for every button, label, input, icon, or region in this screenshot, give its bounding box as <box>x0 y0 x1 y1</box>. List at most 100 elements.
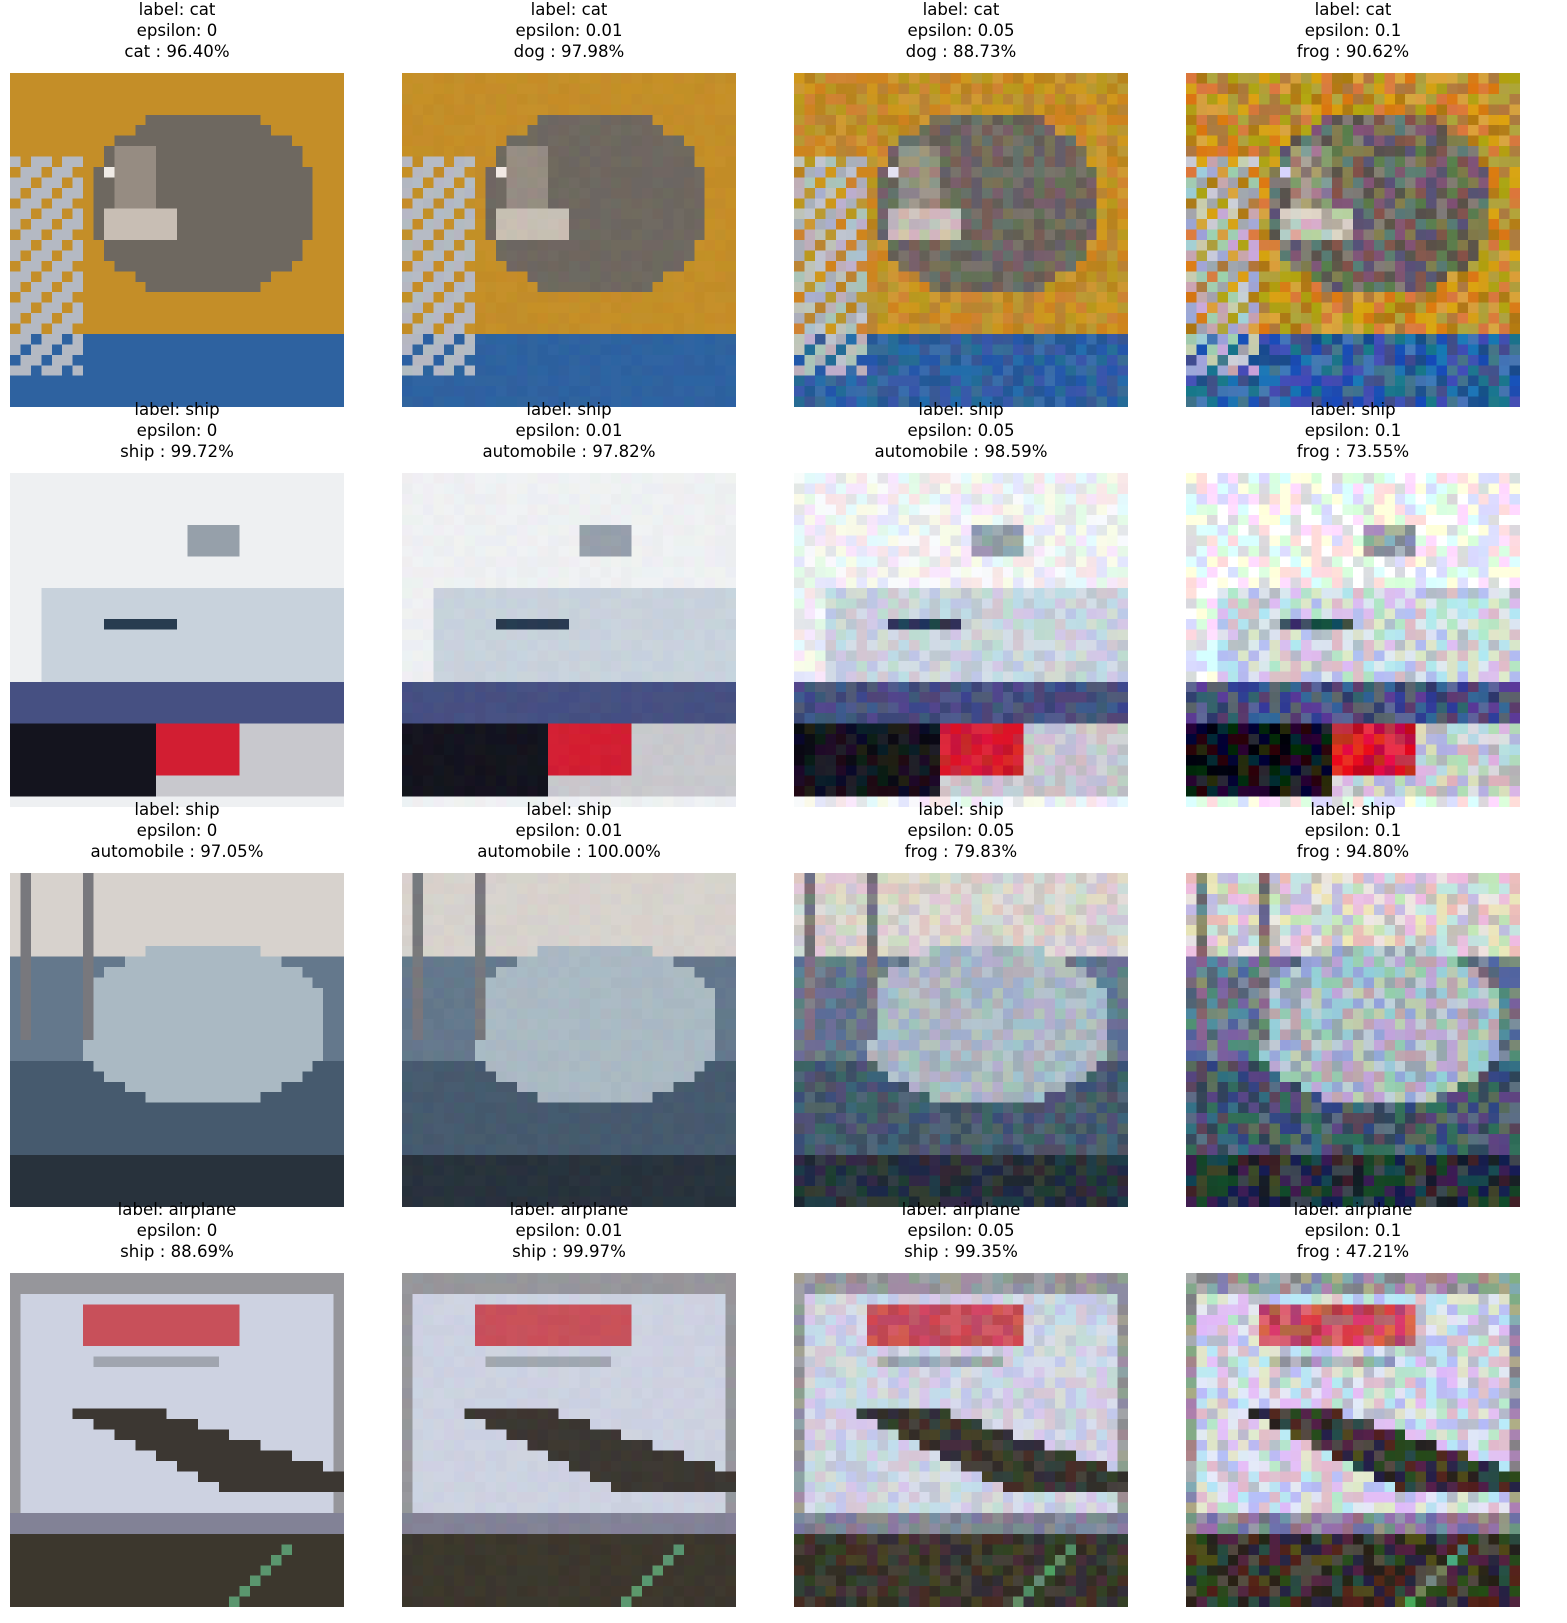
panel-epsilon-text: epsilon: 0.05 <box>907 1220 1015 1240</box>
panel-prediction-text: frog : 94.80% <box>1296 841 1410 861</box>
panel-prediction-text: ship : 99.72% <box>120 441 234 461</box>
image-frame <box>402 73 736 407</box>
image-frame <box>1186 1273 1520 1607</box>
image-panel: label: ship epsilon: 0.05 frog : 79.83% <box>794 800 1128 1207</box>
panel-epsilon-text: epsilon: 0.01 <box>515 20 623 40</box>
panel-label-text: label: ship <box>526 400 612 419</box>
image-panel: label: ship epsilon: 0.1 frog : 73.55% <box>1186 400 1520 807</box>
panel-prediction-text: dog : 88.73% <box>905 41 1017 61</box>
cifar-image <box>794 473 1128 807</box>
panel-label-text: label: cat <box>138 0 216 19</box>
panel-title: label: airplane epsilon: 0.1 frog : 47.21% <box>1186 1200 1520 1270</box>
panel-epsilon-text: epsilon: 0.1 <box>1304 1220 1402 1240</box>
panel-epsilon-text: epsilon: 0 <box>136 20 218 40</box>
cifar-image <box>402 1273 736 1607</box>
cifar-image <box>794 73 1128 407</box>
image-panel: label: cat epsilon: 0.1 frog : 90.62% <box>1186 0 1520 407</box>
panel-prediction-text: ship : 99.97% <box>512 1241 626 1261</box>
image-frame <box>10 473 344 807</box>
panel-title: label: airplane epsilon: 0.01 ship : 99.97… <box>402 1200 736 1270</box>
panel-prediction-text: frog : 73.55% <box>1296 441 1410 461</box>
panel-label-text: label: airplane <box>901 1200 1021 1219</box>
panel-label-text: label: airplane <box>509 1200 629 1219</box>
panel-epsilon-text: epsilon: 0.01 <box>515 1220 623 1240</box>
panel-prediction-text: automobile : 98.59% <box>874 441 1048 461</box>
panel-epsilon-text: epsilon: 0.1 <box>1304 20 1402 40</box>
panel-prediction-text: frog : 90.62% <box>1296 41 1410 61</box>
panel-label-text: label: ship <box>918 400 1004 419</box>
image-panel: label: airplane epsilon: 0.1 frog : 47.21% <box>1186 1200 1520 1607</box>
panel-title: label: ship epsilon: 0.05 automobile : 98.… <box>794 400 1128 470</box>
image-frame <box>1186 873 1520 1207</box>
panel-prediction-text: frog : 79.83% <box>904 841 1018 861</box>
panel-prediction-text: frog : 47.21% <box>1296 1241 1410 1261</box>
image-panel: label: ship epsilon: 0.01 automobile : 100… <box>402 800 736 1207</box>
panel-title: label: ship epsilon: 0.01 automobile : 100… <box>402 800 736 870</box>
cifar-image <box>1186 1273 1520 1607</box>
image-panel: label: ship epsilon: 0 automobile : 97.05% <box>10 800 344 1207</box>
image-frame <box>402 473 736 807</box>
image-frame <box>794 873 1128 1207</box>
image-panel: label: airplane epsilon: 0 ship : 88.69% <box>10 1200 344 1607</box>
panel-epsilon-text: epsilon: 0.05 <box>907 820 1015 840</box>
panel-label-text: label: ship <box>526 800 612 819</box>
panel-label-text: label: ship <box>1310 800 1396 819</box>
panel-epsilon-text: epsilon: 0.05 <box>907 20 1015 40</box>
panel-title: label: ship epsilon: 0 ship : 99.72% <box>10 400 344 470</box>
panel-title: label: ship epsilon: 0.1 frog : 94.80% <box>1186 800 1520 870</box>
cifar-image <box>402 73 736 407</box>
panel-epsilon-text: epsilon: 0.01 <box>515 420 623 440</box>
image-frame <box>794 1273 1128 1607</box>
cifar-image <box>402 873 736 1207</box>
image-panel: label: ship epsilon: 0.01 automobile : 97.… <box>402 400 736 807</box>
panel-title: label: cat epsilon: 0.05 dog : 88.73% <box>794 0 1128 70</box>
panel-title: label: ship epsilon: 0.1 frog : 73.55% <box>1186 400 1520 470</box>
panel-prediction-text: dog : 97.98% <box>513 41 625 61</box>
image-frame <box>1186 73 1520 407</box>
panel-prediction-text: ship : 99.35% <box>904 1241 1018 1261</box>
cifar-image <box>402 473 736 807</box>
panel-epsilon-text: epsilon: 0 <box>136 820 218 840</box>
image-panel: label: ship epsilon: 0 ship : 99.72% <box>10 400 344 807</box>
panel-label-text: label: cat <box>1314 0 1392 19</box>
panel-epsilon-text: epsilon: 0.05 <box>907 420 1015 440</box>
panel-title: label: ship epsilon: 0.01 automobile : 97.… <box>402 400 736 470</box>
panel-epsilon-text: epsilon: 0.01 <box>515 820 623 840</box>
panel-title: label: ship epsilon: 0 automobile : 97.05% <box>10 800 344 870</box>
panel-title: label: cat epsilon: 0.01 dog : 97.98% <box>402 0 736 70</box>
panel-label-text: label: airplane <box>117 1200 237 1219</box>
panel-epsilon-text: epsilon: 0 <box>136 420 218 440</box>
panel-prediction-text: automobile : 97.05% <box>90 841 264 861</box>
panel-label-text: label: airplane <box>1293 1200 1413 1219</box>
cifar-image <box>1186 473 1520 807</box>
panel-label-text: label: ship <box>1310 400 1396 419</box>
image-panel: label: cat epsilon: 0 cat : 96.40% <box>10 0 344 407</box>
panel-label-text: label: ship <box>134 400 220 419</box>
panel-label-text: label: cat <box>530 0 608 19</box>
panel-label-text: label: ship <box>134 800 220 819</box>
panel-title: label: cat epsilon: 0.1 frog : 90.62% <box>1186 0 1520 70</box>
image-frame <box>10 73 344 407</box>
panel-title: label: airplane epsilon: 0.05 ship : 99.35… <box>794 1200 1128 1270</box>
panel-title: label: cat epsilon: 0 cat : 96.40% <box>10 0 344 70</box>
image-panel: label: airplane epsilon: 0.05 ship : 99.35… <box>794 1200 1128 1607</box>
panel-title: label: ship epsilon: 0.05 frog : 79.83% <box>794 800 1128 870</box>
panel-epsilon-text: epsilon: 0 <box>136 1220 218 1240</box>
cifar-image <box>10 73 344 407</box>
image-panel: label: airplane epsilon: 0.01 ship : 99.97… <box>402 1200 736 1607</box>
image-frame <box>10 1273 344 1607</box>
image-frame <box>794 473 1128 807</box>
image-panel: label: cat epsilon: 0.01 dog : 97.98% <box>402 0 736 407</box>
panel-prediction-text: cat : 96.40% <box>124 41 230 61</box>
image-frame <box>10 873 344 1207</box>
cifar-image <box>1186 873 1520 1207</box>
cifar-image <box>10 1273 344 1607</box>
panel-title: label: airplane epsilon: 0 ship : 88.69% <box>10 1200 344 1270</box>
image-frame <box>794 73 1128 407</box>
image-panel: label: ship epsilon: 0.05 automobile : 98.… <box>794 400 1128 807</box>
image-panel: label: ship epsilon: 0.1 frog : 94.80% <box>1186 800 1520 1207</box>
image-frame <box>1186 473 1520 807</box>
cifar-image <box>1186 73 1520 407</box>
panel-epsilon-text: epsilon: 0.1 <box>1304 420 1402 440</box>
cifar-image <box>10 873 344 1207</box>
